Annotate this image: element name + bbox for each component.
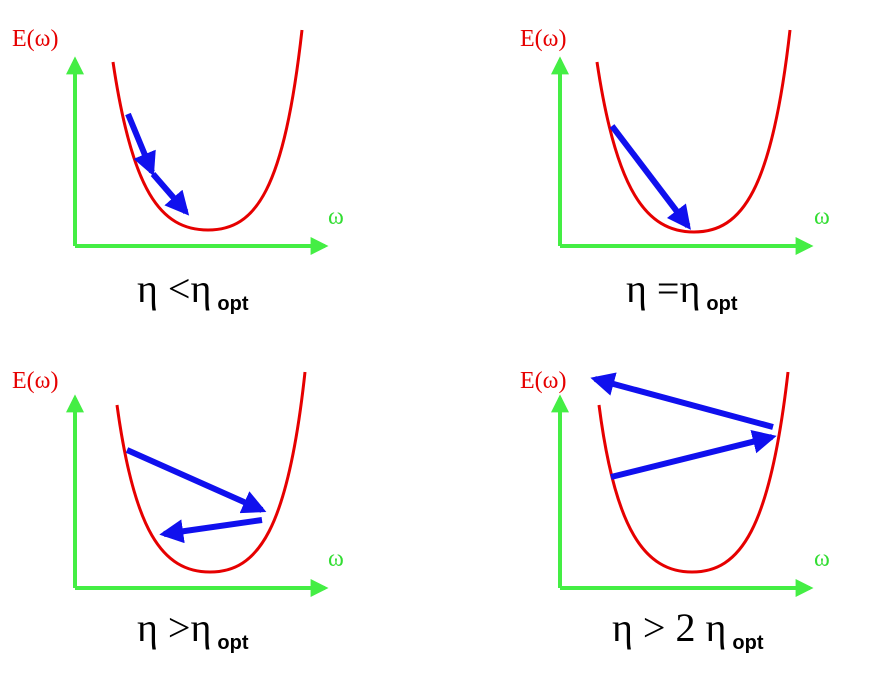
x-axis-label: ω	[328, 546, 344, 572]
condition-label: η >η opt	[137, 605, 249, 654]
gradient-step-arrow	[159, 517, 263, 544]
panel-eta-less-than-opt: E(ω) ω η <η opt	[12, 26, 344, 315]
y-axis-label: E(ω)	[520, 26, 566, 52]
error-curve	[111, 29, 304, 232]
error-curve	[595, 29, 792, 234]
panel-eta-greater-than-opt: E(ω) ω η >η opt	[12, 368, 344, 654]
error-curve	[597, 371, 790, 574]
condition-label: η =η opt	[626, 266, 738, 315]
y-axis-label: E(ω)	[12, 26, 58, 52]
y-axis-label: E(ω)	[12, 368, 58, 394]
gradient-step-arrow	[609, 124, 691, 230]
panel-eta-greater-than-twice-opt: E(ω) ω η >2 η opt	[520, 368, 830, 654]
error-curve	[115, 371, 307, 574]
gradient-step-arrow	[590, 372, 774, 430]
panel-eta-equal-opt: E(ω) ω η =η opt	[520, 26, 830, 315]
gradient-step-arrow	[150, 172, 190, 216]
gradient-step-arrow	[125, 447, 267, 514]
gradient-step-arrow	[125, 112, 156, 177]
x-axis-label: ω	[814, 546, 830, 572]
x-axis-label: ω	[814, 204, 830, 230]
condition-label: η <η opt	[137, 266, 249, 315]
condition-label: η >2 η opt	[612, 605, 764, 654]
y-axis-label: E(ω)	[520, 368, 566, 394]
gradient-step-arrow	[610, 429, 777, 480]
x-axis-label: ω	[328, 204, 344, 230]
